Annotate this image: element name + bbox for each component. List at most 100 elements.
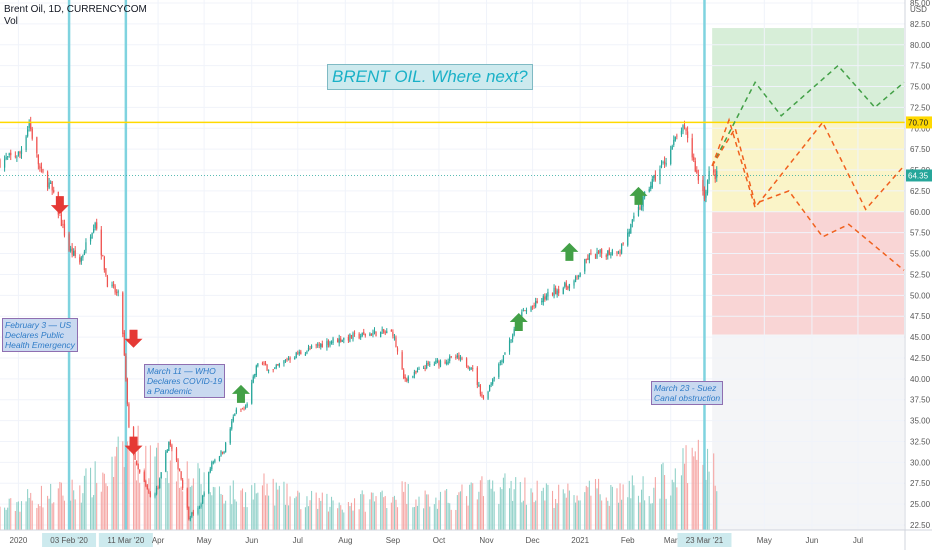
volume-bar [682, 448, 684, 530]
volume-bar [274, 505, 276, 530]
volume-bar [85, 468, 87, 530]
volume-bar [713, 453, 715, 530]
volume-bar [231, 504, 233, 530]
volume-bar [105, 483, 107, 530]
candle-body [478, 384, 480, 386]
candle [459, 354, 462, 362]
candle [218, 455, 221, 462]
candle [37, 154, 39, 170]
volume-indicator-label[interactable]: Vol [4, 16, 18, 27]
volume-bar [10, 498, 12, 530]
volume-bar [565, 497, 567, 530]
candle [117, 289, 119, 297]
volume-bar [444, 490, 446, 530]
volume-bar [439, 491, 442, 530]
candle-body [433, 364, 435, 366]
candle-body [386, 331, 388, 334]
volume-bar [59, 481, 61, 530]
volume-bar [25, 501, 27, 530]
candle [82, 254, 84, 261]
candle [407, 375, 409, 384]
candle-body [148, 489, 150, 494]
candle [283, 360, 285, 367]
candle-body [349, 334, 351, 342]
candle [48, 177, 50, 190]
candle [267, 369, 270, 374]
volume-bar [616, 488, 618, 530]
candle-body [696, 170, 698, 173]
candle [89, 234, 92, 245]
candle-body [267, 369, 270, 371]
candle [682, 124, 684, 135]
volume-bar [519, 482, 521, 530]
candle-body [436, 360, 439, 362]
candle-body [630, 224, 632, 234]
candle [80, 256, 82, 265]
time-tick-label: Mar [664, 536, 678, 545]
candle-body [48, 182, 50, 189]
candle-body [714, 174, 716, 180]
candle [504, 352, 506, 356]
time-tick-label: 2021 [571, 536, 589, 545]
candle-body [659, 169, 661, 181]
candle-body [628, 231, 630, 234]
candle [392, 329, 394, 339]
candle-body [360, 336, 362, 338]
volume-bar [245, 492, 247, 530]
candle-body [235, 409, 237, 413]
candle [585, 258, 587, 264]
candle [694, 157, 696, 173]
candle [469, 366, 471, 371]
candle-body [403, 370, 405, 379]
candle [662, 160, 664, 165]
candle-body [608, 249, 610, 255]
candle-body [439, 360, 442, 367]
candle-body [310, 345, 313, 348]
price-tick-label: 40.00 [910, 375, 931, 384]
candle-body [225, 442, 227, 453]
candle [223, 450, 225, 455]
candle-body [716, 170, 718, 178]
volume-bar [192, 478, 194, 530]
candle [424, 364, 426, 372]
candle [298, 349, 300, 356]
candle [20, 146, 23, 159]
candle [522, 307, 524, 312]
candle [274, 367, 276, 370]
candle [513, 326, 515, 337]
candle [220, 450, 222, 457]
volume-bar [562, 489, 564, 530]
time-tick: Jul [853, 536, 863, 545]
candle [171, 443, 173, 452]
volume-bar [694, 451, 696, 530]
volume-bar [372, 492, 374, 530]
candle [587, 254, 589, 261]
candle [461, 356, 463, 361]
candle [287, 356, 290, 361]
candle [541, 297, 543, 305]
candle-body [492, 379, 494, 385]
candle [30, 116, 32, 132]
candle-body [232, 416, 234, 421]
volume-layer [0, 425, 718, 530]
candle-body [103, 256, 105, 270]
volume-bar [189, 486, 191, 530]
candle-body [62, 224, 64, 226]
volume-bar [512, 500, 514, 530]
volume-bar [330, 496, 333, 530]
candle [17, 151, 20, 157]
volume-bar [449, 503, 451, 530]
symbol-title[interactable]: Brent Oil, 1D, CURRENCYCOM [4, 4, 147, 15]
candle [14, 151, 16, 159]
candle [188, 506, 190, 521]
volume-bar [188, 478, 190, 530]
price-tick-label: 57.50 [910, 229, 931, 238]
volume-bar [5, 509, 7, 530]
volume-bar [358, 509, 360, 530]
candle [610, 252, 612, 259]
time-tick: Aug [338, 536, 352, 545]
candle [470, 366, 472, 370]
volume-bar [585, 485, 587, 530]
resistance-label-text: 70.70 [908, 118, 929, 127]
